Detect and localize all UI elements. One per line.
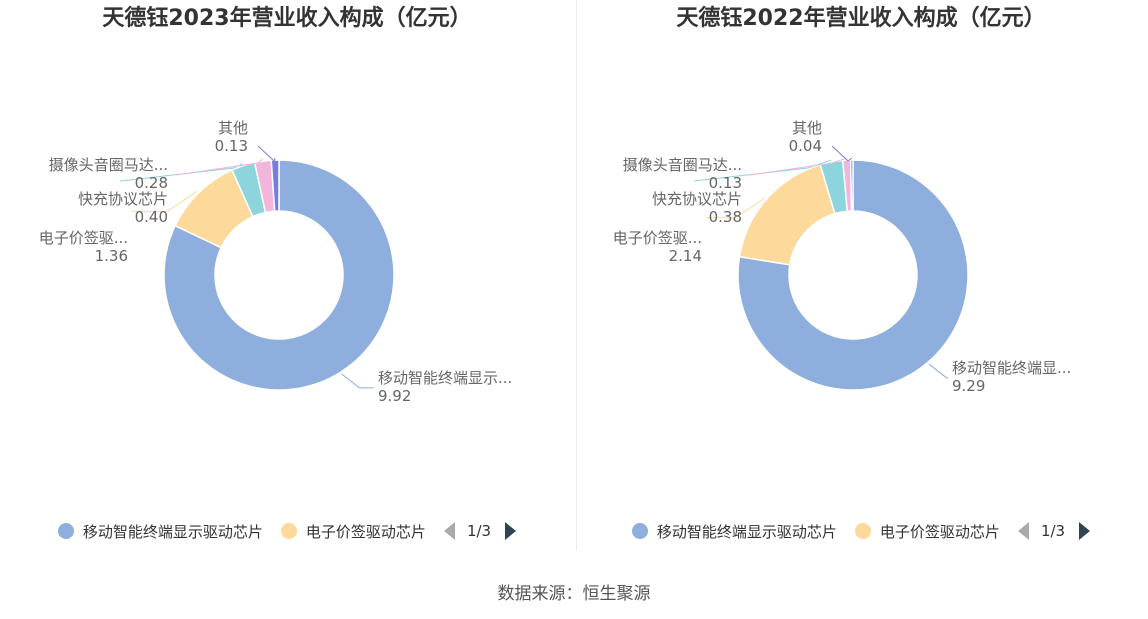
slice-value: 2.14: [669, 247, 702, 265]
legend-item[interactable]: 移动智能终端显示驱动芯片: [57, 521, 263, 542]
legend-item[interactable]: 电子价签驱动芯片: [854, 521, 1000, 542]
legend-label: 电子价签驱动芯片: [879, 522, 1000, 541]
label-leader-line: [749, 157, 847, 176]
slice-value: 1.36: [95, 247, 128, 265]
legend-page-indicator: 1/3: [1040, 522, 1066, 540]
slice-value: 0.13: [215, 137, 248, 155]
slice-value: 0.13: [709, 174, 742, 192]
slice-label: 快充协议芯片: [78, 190, 168, 208]
label-leader-line: [693, 159, 832, 182]
data-source: 数据来源：恒生聚源: [497, 584, 651, 604]
slice-label: 摄像头音圈马达...: [49, 156, 168, 174]
legend-label: 移动智能终端显示驱动芯片: [656, 522, 837, 541]
legend-marker-icon: [57, 523, 74, 539]
slice-value: 9.92: [378, 387, 411, 405]
legend-marker-icon: [854, 523, 871, 539]
next-page-icon[interactable]: [1079, 522, 1091, 540]
donut-slice[interactable]: [738, 163, 836, 266]
legend-page-indicator: 1/3: [466, 522, 492, 540]
legend-item[interactable]: 电子价签驱动芯片: [280, 521, 426, 542]
legend: 移动智能终端显示驱动芯片 电子价签驱动芯片 1/3: [0, 518, 574, 544]
next-page-icon[interactable]: [505, 522, 517, 540]
prev-page-icon[interactable]: [443, 522, 455, 540]
donut-slice[interactable]: [849, 159, 854, 212]
legend-label: 移动智能终端显示驱动芯片: [82, 522, 263, 541]
slice-value: 0.04: [789, 137, 822, 155]
slice-label: 摄像头音圈马达...: [623, 156, 742, 174]
label-leader-line: [928, 363, 948, 379]
donut-slice[interactable]: [737, 159, 969, 391]
label-leader-line: [706, 197, 766, 219]
slice-value: 9.29: [952, 377, 985, 395]
legend-pager: 1/3: [443, 522, 517, 540]
label-leader-line: [831, 145, 853, 162]
chart-panel-2023: 天德钰2023年营业收入构成（亿元） 移动智能终端显示... 9.92 电子价签驱.…: [0, 0, 574, 560]
legend-marker-icon: [631, 523, 648, 539]
label-leader-line: [341, 373, 374, 389]
divider: [576, 0, 577, 550]
slice-label: 快充协议芯片: [652, 190, 742, 208]
legend-label: 电子价签驱动芯片: [305, 522, 426, 541]
slice-value: 0.38: [709, 208, 742, 226]
chart-title: 天德钰2022年营业收入构成（亿元）: [676, 6, 1046, 31]
legend-marker-icon: [280, 523, 297, 539]
label-leader-line: [257, 145, 276, 162]
slice-value: 0.28: [135, 174, 168, 192]
donut-slice[interactable]: [163, 159, 395, 391]
label-leader-line: [175, 158, 263, 176]
slice-label: 其他: [792, 119, 822, 137]
slice-label: 移动智能终端显...: [952, 359, 1071, 377]
legend-item[interactable]: 移动智能终端显示驱动芯片: [631, 521, 837, 542]
legend: 移动智能终端显示驱动芯片 电子价签驱动芯片 1/3: [574, 518, 1148, 544]
slice-label: 电子价签驱...: [613, 229, 702, 247]
slice-label: 其他: [218, 119, 248, 137]
chart-panel-2022: 天德钰2022年营业收入构成（亿元） 移动智能终端显... 9.29 电子价签驱..…: [574, 0, 1148, 560]
legend-pager: 1/3: [1017, 522, 1091, 540]
slice-label: 电子价签驱...: [39, 229, 128, 247]
slice-value: 0.40: [135, 208, 168, 226]
slice-label: 移动智能终端显示...: [378, 369, 512, 387]
label-leader-line: [132, 190, 198, 212]
prev-page-icon[interactable]: [1017, 522, 1029, 540]
chart-title: 天德钰2023年营业收入构成（亿元）: [102, 6, 472, 31]
